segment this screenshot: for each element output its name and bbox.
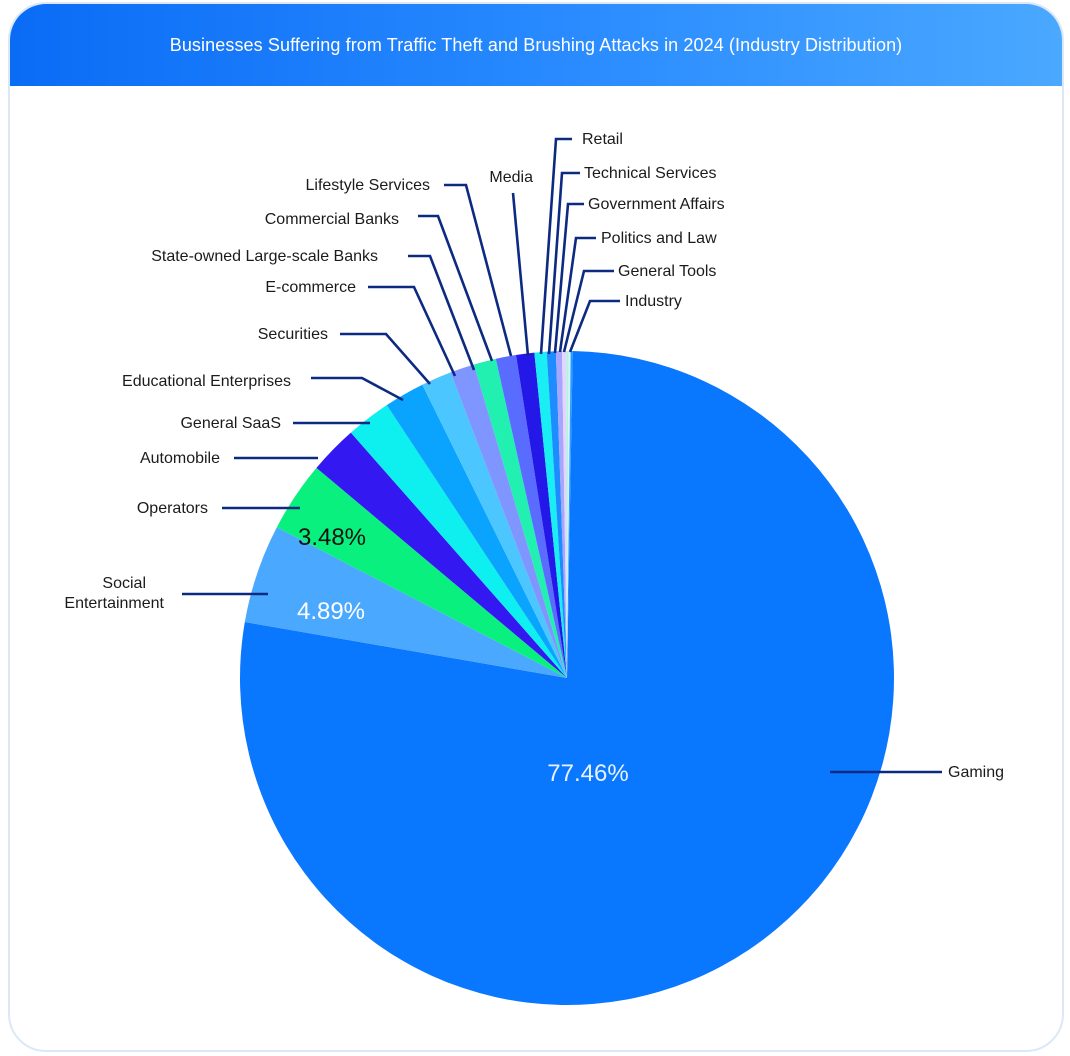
label-automobile: Automobile: [140, 450, 220, 467]
slice-educational-enterprises: [386, 384, 567, 678]
slice-labels: Gaming Social Entertainment Operators Automo…: [64, 131, 1004, 781]
label-media: Media: [489, 169, 533, 186]
label-gaming: Gaming: [948, 764, 1004, 781]
leader-lines: [182, 137, 942, 774]
leader-politics-and-law: [558, 236, 596, 353]
percent-labels: 77.46% 4.89% 3.48%: [297, 524, 629, 787]
slice-operators: [276, 467, 567, 678]
slice-e-commerce: [450, 364, 567, 678]
label-industry: Industry: [625, 293, 682, 310]
slice-general-saas: [350, 405, 567, 678]
chart-title: Businesses Suffering from Traffic Theft …: [169, 34, 903, 55]
leader-lifestyle-services: [444, 183, 513, 357]
label-technical-services: Technical Services: [584, 165, 717, 182]
leader-state-owned-large-scale-banks: [408, 254, 476, 371]
leader-government-affairs: [553, 202, 584, 354]
label-securities: Securities: [258, 326, 328, 343]
slice-lifestyle-services: [516, 352, 567, 678]
slice-industry: [567, 351, 573, 678]
slice-media: [534, 351, 567, 678]
leader-commercial-banks: [418, 214, 494, 362]
leader-securities: [340, 332, 431, 385]
leader-e-commerce: [368, 285, 457, 377]
label-politics-and-law: Politics and Law: [601, 230, 717, 247]
pct-gaming: 77.46%: [547, 760, 628, 787]
slice-government-affairs: [562, 351, 567, 678]
leader-educational-enterprises: [311, 376, 404, 402]
leader-media: [511, 192, 530, 357]
label-general-saas: General SaaS: [180, 415, 281, 432]
chart-header: Businesses Suffering from Traffic Theft …: [10, 4, 1062, 86]
label-social-entertainment: Social Entertainment: [64, 575, 164, 612]
label-lifestyle-services: Lifestyle Services: [306, 177, 431, 194]
pie-slices: [239, 351, 894, 1005]
slice-commercial-banks: [495, 355, 567, 678]
slice-retail: [546, 351, 567, 678]
slice-technical-services: [555, 351, 567, 678]
leader-retail: [539, 137, 572, 355]
pct-social-entertainment: 4.89%: [297, 598, 365, 625]
slice-politics-and-law: [566, 351, 569, 678]
label-general-tools: General Tools: [618, 263, 716, 280]
label-operators: Operators: [137, 500, 208, 517]
slice-state-owned-large-scale-banks: [473, 358, 567, 678]
slice-social-entertainment: [244, 527, 567, 678]
label-commercial-banks: Commercial Banks: [265, 211, 399, 228]
slice-gaming: [239, 351, 894, 1005]
slice-automobile: [316, 432, 567, 678]
label-government-affairs: Government Affairs: [588, 196, 725, 213]
label-educational-enterprises: Educational Enterprises: [122, 373, 291, 390]
leader-industry: [568, 299, 620, 353]
pct-operators: 3.48%: [298, 524, 366, 551]
leader-general-tools: [562, 269, 614, 353]
label-retail: Retail: [582, 131, 623, 148]
label-state-owned-large-scale-banks: State-owned Large-scale Banks: [151, 248, 378, 265]
label-e-commerce: E-commerce: [265, 279, 356, 296]
slice-general-tools: [567, 351, 571, 678]
slice-securities: [422, 372, 567, 678]
leader-technical-services: [547, 171, 580, 355]
